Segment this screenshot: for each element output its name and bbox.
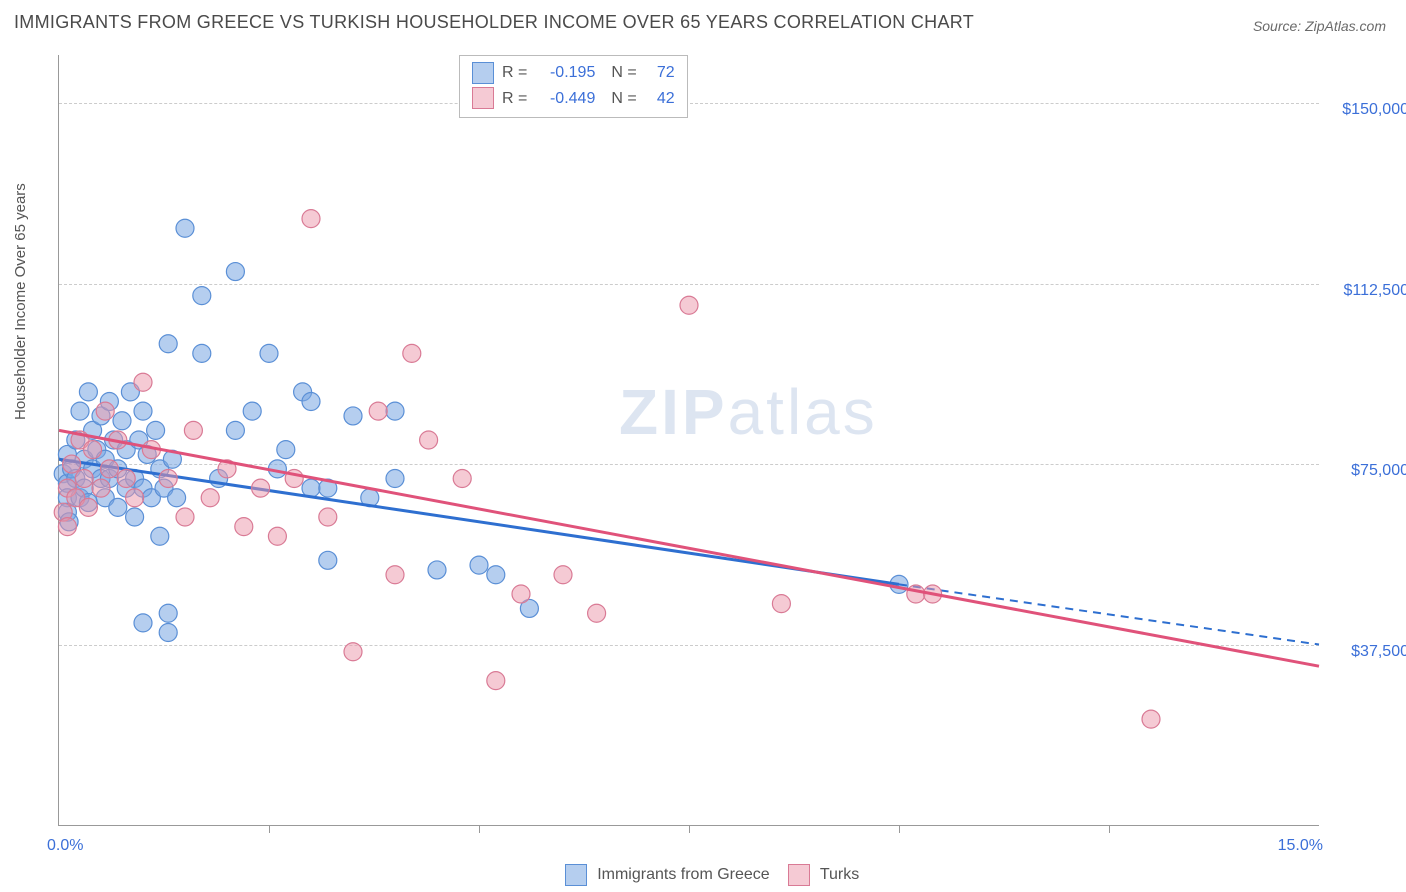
data-point-turks	[386, 566, 404, 584]
data-point-turks	[201, 489, 219, 507]
data-point-turks	[100, 460, 118, 478]
data-point-turks	[176, 508, 194, 526]
stats-r-value: -0.195	[535, 60, 595, 86]
data-point-turks	[117, 470, 135, 488]
data-point-greece	[386, 402, 404, 420]
legend-label-greece: Immigrants from Greece	[593, 866, 770, 883]
x-minor-tick	[899, 825, 900, 833]
data-point-greece	[126, 508, 144, 526]
stats-r-value: -0.449	[535, 86, 595, 112]
data-point-turks	[453, 470, 471, 488]
stats-n-label: N =	[611, 60, 636, 86]
data-point-greece	[302, 393, 320, 411]
data-point-turks	[184, 421, 202, 439]
data-point-turks	[159, 470, 177, 488]
x-minor-tick	[1109, 825, 1110, 833]
data-point-greece	[226, 421, 244, 439]
data-point-turks	[420, 431, 438, 449]
data-point-turks	[58, 518, 76, 536]
data-point-turks	[75, 470, 93, 488]
stats-legend-box: R = -0.195 N = 72 R = -0.449 N = 42	[459, 55, 688, 118]
source-attribution: Source: ZipAtlas.com	[1253, 18, 1386, 34]
plot-area: $37,500$75,000$112,500$150,000 ZIPatlas …	[58, 55, 1319, 826]
data-point-turks	[96, 402, 114, 420]
stats-n-value: 72	[645, 60, 675, 86]
data-point-turks	[512, 585, 530, 603]
stats-n-value: 42	[645, 86, 675, 112]
y-tick-label: $150,000	[1329, 101, 1406, 119]
y-tick-label: $37,500	[1329, 643, 1406, 661]
data-point-turks	[134, 373, 152, 391]
stats-r-label: R =	[502, 60, 527, 86]
data-point-turks	[369, 402, 387, 420]
data-point-greece	[113, 412, 131, 430]
data-point-turks	[63, 455, 81, 473]
data-point-greece	[79, 383, 97, 401]
data-point-greece	[176, 219, 194, 237]
data-point-greece	[159, 335, 177, 353]
x-minor-tick	[479, 825, 480, 833]
data-point-greece	[134, 614, 152, 632]
y-tick-label: $75,000	[1329, 462, 1406, 480]
data-point-turks	[772, 595, 790, 613]
data-point-greece	[319, 551, 337, 569]
data-point-turks	[84, 441, 102, 459]
y-tick-label: $112,500	[1329, 282, 1406, 300]
data-point-turks	[92, 479, 110, 497]
data-point-turks	[302, 210, 320, 228]
legend-bottom: Immigrants from Greece Turks	[0, 864, 1406, 886]
data-point-turks	[554, 566, 572, 584]
data-point-greece	[344, 407, 362, 425]
data-point-greece	[193, 287, 211, 305]
data-point-greece	[470, 556, 488, 574]
data-point-turks	[1142, 710, 1160, 728]
x-axis-min-label: 0.0%	[47, 837, 83, 855]
stats-n-label: N =	[611, 86, 636, 112]
data-point-greece	[243, 402, 261, 420]
data-point-greece	[428, 561, 446, 579]
stats-r-label: R =	[502, 86, 527, 112]
y-axis-label: Householder Income Over 65 years	[12, 183, 29, 420]
x-minor-tick	[689, 825, 690, 833]
legend-swatch-turks	[788, 864, 810, 886]
data-point-greece	[168, 489, 186, 507]
stats-swatch	[472, 62, 494, 84]
data-point-greece	[386, 470, 404, 488]
data-point-greece	[487, 566, 505, 584]
data-point-turks	[126, 489, 144, 507]
trend-line-turks	[59, 430, 1319, 666]
data-point-turks	[268, 527, 286, 545]
data-point-greece	[134, 402, 152, 420]
data-point-turks	[344, 643, 362, 661]
stats-swatch	[472, 87, 494, 109]
chart-title: IMMIGRANTS FROM GREECE VS TURKISH HOUSEH…	[14, 12, 974, 33]
data-point-turks	[79, 498, 97, 516]
legend-swatch-greece	[565, 864, 587, 886]
data-point-turks	[235, 518, 253, 536]
legend-label-turks: Turks	[816, 866, 860, 883]
x-minor-tick	[269, 825, 270, 833]
data-point-greece	[151, 527, 169, 545]
data-point-greece	[226, 263, 244, 281]
data-point-turks	[588, 604, 606, 622]
data-point-turks	[319, 508, 337, 526]
data-point-greece	[147, 421, 165, 439]
stats-row-turks: R = -0.449 N = 42	[472, 86, 675, 112]
data-point-greece	[159, 604, 177, 622]
scatter-svg	[59, 55, 1319, 825]
data-point-turks	[403, 344, 421, 362]
data-point-turks	[487, 672, 505, 690]
data-point-greece	[71, 402, 89, 420]
stats-row-greece: R = -0.195 N = 72	[472, 60, 675, 86]
data-point-turks	[907, 585, 925, 603]
data-point-turks	[252, 479, 270, 497]
data-point-greece	[109, 498, 127, 516]
data-point-greece	[277, 441, 295, 459]
trend-line-dash-greece	[899, 584, 1319, 644]
data-point-greece	[159, 624, 177, 642]
x-axis-max-label: 15.0%	[1278, 837, 1323, 855]
data-point-greece	[193, 344, 211, 362]
data-point-turks	[680, 296, 698, 314]
data-point-greece	[260, 344, 278, 362]
